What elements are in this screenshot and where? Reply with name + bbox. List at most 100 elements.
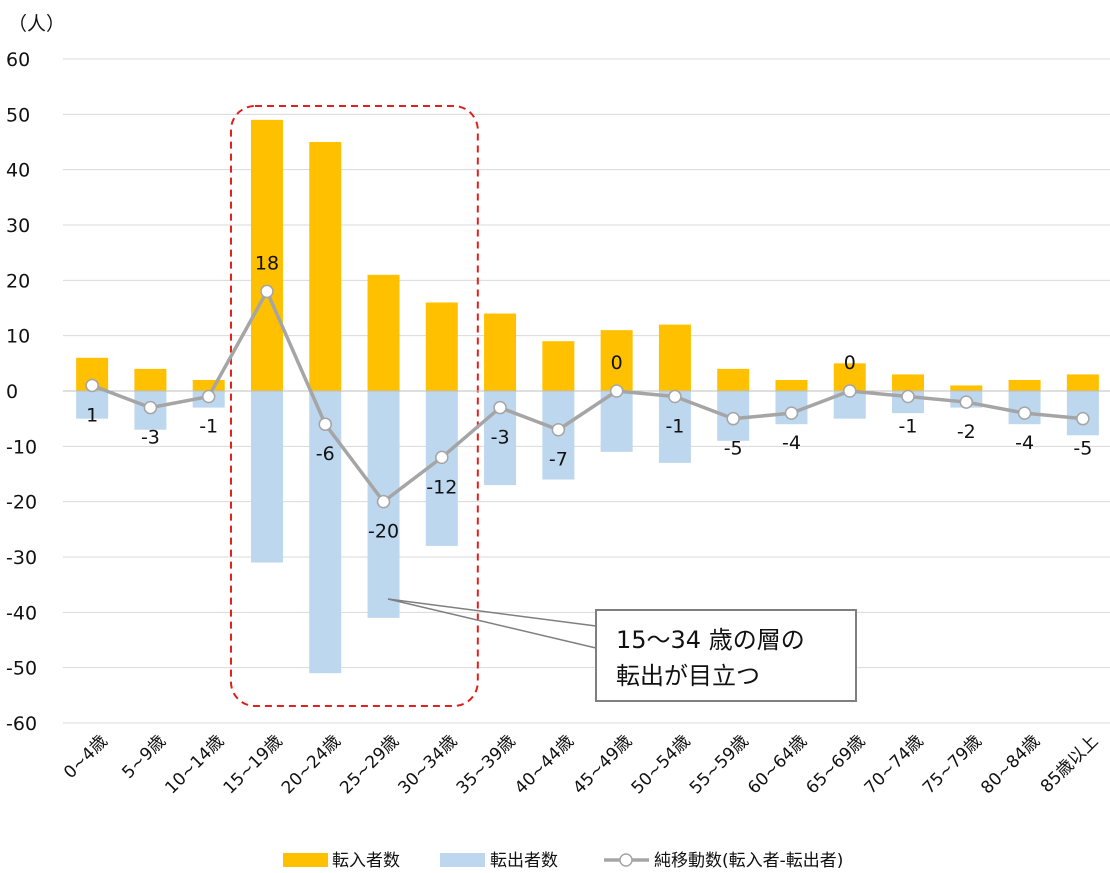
x-tick-label: 20~24歳 [278,731,345,798]
series-inflow-bars [76,119,1099,391]
net-point [376,494,391,509]
y-tick-label: 30 [6,215,30,237]
y-tick-label: 60 [6,49,30,71]
bar-inflow [950,385,983,391]
bar-outflow [309,391,342,674]
x-tick-label: 45~49歳 [569,731,636,798]
bar-inflow [134,368,167,391]
net-point [143,400,158,415]
x-tick-label: 30~34歳 [395,731,462,798]
series-net-line [85,284,1090,509]
net-point [551,422,566,437]
bar-inflow [1066,374,1099,391]
y-axis-unit-label: （人） [8,13,65,35]
y-tick-label: -60 [6,713,37,735]
net-point [260,284,274,299]
net-point [85,378,99,393]
net-data-label: -4 [1015,432,1034,454]
x-tick-label: 65~69歳 [802,731,869,798]
x-tick-labels: 0~4歳 5~9歳10~14歳15~19歳20~24歳25~29歳30~34歳35… [60,731,1102,798]
x-tick-label: 10~14歳 [161,731,228,798]
net-point [668,389,682,404]
x-tick-label: 35~39歳 [453,731,520,798]
net-data-label: -1 [665,416,684,438]
net-point [493,400,507,415]
x-tick-label: 40~44歳 [511,731,578,798]
callout-text: 15～34 歳の層の [616,626,805,654]
x-tick-label: 50~54歳 [628,731,695,798]
y-tick-label: -40 [6,602,37,624]
net-data-label: -6 [316,443,335,465]
net-data-label: -4 [782,432,801,454]
highlight-group [229,105,479,707]
net-data-labels: 1 -3 -1 18 -6 -20 -12 -3 -7 0 -1 -5 -4 0 -1 -2 -4 -5 [86,252,1092,542]
net-point [609,384,624,398]
net-point [901,389,915,404]
x-tick-label: 85歳以上 [1037,731,1103,797]
net-data-label: 0 [844,352,856,374]
bar-inflow [367,274,400,391]
bar-inflow [309,142,342,391]
bar-outflow [250,391,283,563]
net-data-label: -5 [724,438,743,460]
x-tick-label: 75~79歳 [919,731,986,798]
bar-inflow [425,302,458,391]
x-tick-label: 5~9歳 [118,731,170,783]
net-data-label: -1 [199,416,218,438]
callout-box [595,609,857,702]
x-tick-label: 80~84歳 [977,731,1044,798]
net-point [318,417,332,431]
net-point [435,450,449,465]
bar-inflow [717,368,750,391]
bar-inflow [542,341,575,391]
net-line-path [91,289,1084,504]
x-tick-label: 70~74歳 [861,731,928,798]
net-point [1076,411,1090,426]
net-point [201,389,216,404]
net-point [843,384,857,398]
net-data-label: 18 [255,252,279,274]
legend-marker-net [619,853,633,867]
net-data-label: -2 [957,421,976,443]
callout-text: 転出が目立つ [616,662,760,690]
x-tick-label: 60~64歳 [744,731,811,798]
legend: 転入者数 転出者数 純移動数(転入者-転出者) [283,851,843,871]
bar-outflow [425,391,458,546]
legend-label-net: 純移動数(転入者-転出者) [654,851,843,871]
bar-inflow [250,119,283,391]
y-tick-label: -10 [6,436,37,458]
callout-leader [387,598,597,649]
x-tick-label: 15~19歳 [220,731,287,798]
legend-label-inflow: 転入者数 [332,851,400,871]
y-tick-label: 50 [6,104,30,126]
bar-inflow [600,330,633,391]
y-tick-label: -50 [6,658,37,680]
net-data-label: -7 [549,449,568,471]
bar-inflow [484,313,517,391]
net-data-label: -1 [899,416,918,438]
y-tick-label: 0 [6,381,18,403]
net-data-label: 0 [611,352,623,374]
x-tick-label: 25~29歳 [336,731,403,798]
net-point [726,411,740,426]
net-data-label: 1 [86,404,98,426]
legend-swatch-inflow [283,853,328,867]
bar-inflow [775,379,808,391]
x-tick-label: 0~4歳 [60,731,112,783]
bar-inflow [892,374,925,391]
bar-inflow [1008,379,1041,391]
y-tick-label: 20 [6,270,30,292]
x-tick-label: 55~59歳 [686,731,753,798]
series-outflow-bars [76,391,1099,674]
y-tick-label: -20 [6,492,37,514]
bar-inflow [192,379,225,391]
net-data-label: -20 [368,521,399,543]
legend-swatch-outflow [440,853,485,867]
bar-outflow [600,391,633,452]
net-point [784,406,799,420]
net-data-label: -3 [491,427,510,449]
callout-leader [387,598,597,627]
gridlines [63,58,1110,724]
